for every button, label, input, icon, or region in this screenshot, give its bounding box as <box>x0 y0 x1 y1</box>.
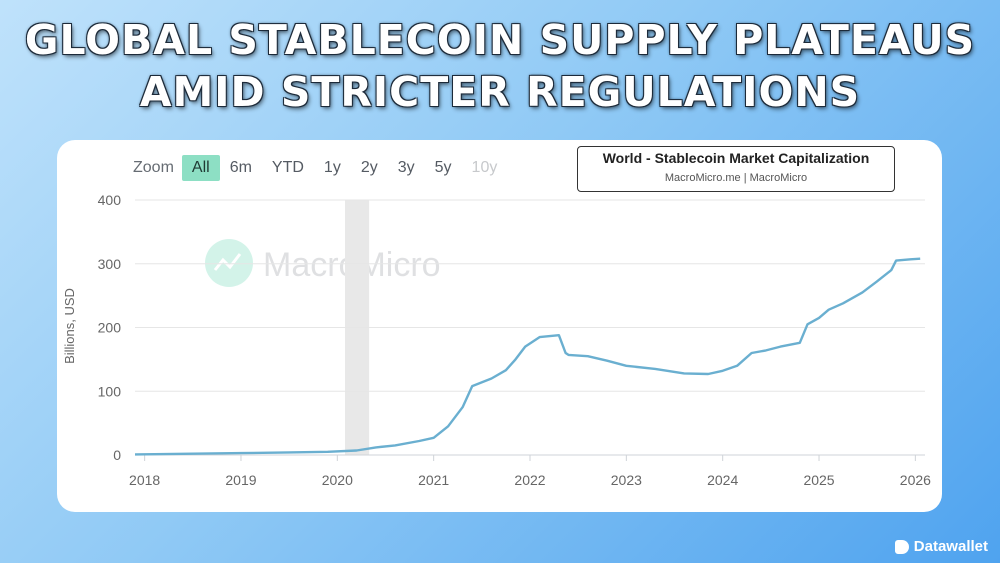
zoom-button-6m[interactable]: 6m <box>229 159 252 176</box>
zoom-button-1y[interactable]: 1y <box>323 159 341 176</box>
watermark-logo-icon <box>205 239 253 287</box>
x-tick-label: 2021 <box>418 472 449 488</box>
series-line-0 <box>134 257 921 456</box>
y-axis-label: Billions, USD <box>62 288 77 364</box>
chart-title-box: World - Stablecoin Market Capitalization… <box>577 146 895 192</box>
y-tick-label: 200 <box>98 320 122 336</box>
chart-title: World - Stablecoin Market Capitalization <box>602 150 870 166</box>
headline-line-1: GLOBAL STABLECOIN SUPPLY PLATEAUS <box>24 16 976 64</box>
zoom-button-10y[interactable]: 10y <box>471 159 498 176</box>
x-tick-label: 2019 <box>225 472 256 488</box>
chart-source: MacroMicro.me | MacroMicro <box>664 172 808 184</box>
zoom-toolbar: Zoom All 6m YTD 1y 2y 3y 5y 10y <box>133 153 507 183</box>
chart-card: Zoom All 6m YTD 1y 2y 3y 5y 10y World - … <box>57 140 942 512</box>
x-tick-label: 2022 <box>514 472 545 488</box>
datawallet-logo-icon <box>894 539 909 554</box>
zoom-button-2y[interactable]: 2y <box>360 159 378 176</box>
x-tick-label: 2026 <box>900 472 931 488</box>
zoom-button-ytd[interactable]: YTD <box>271 159 304 176</box>
watermark: MacroMicro <box>205 239 441 287</box>
brand: Datawallet <box>894 538 988 555</box>
zoom-button-all[interactable]: All <box>181 155 220 181</box>
x-tick-label: 2018 <box>129 472 160 488</box>
headline-line-2: AMID STRICTER REGULATIONS <box>139 68 861 116</box>
y-tick-label: 0 <box>113 447 121 463</box>
line-chart: MacroMicro 0 100 200 300 400 2018 2019 2020 202… <box>62 192 931 488</box>
headline: GLOBAL STABLECOIN SUPPLY PLATEAUS AMID S… <box>0 14 1000 118</box>
x-tick-label: 2020 <box>322 472 353 488</box>
zoom-button-5y[interactable]: 5y <box>434 159 452 176</box>
zoom-button-3y[interactable]: 3y <box>397 159 415 176</box>
y-tick-label: 300 <box>98 256 122 272</box>
y-tick-label: 100 <box>98 383 122 399</box>
x-tick-label: 2023 <box>611 472 642 488</box>
x-tick-label: 2025 <box>803 472 834 488</box>
y-tick-label: 400 <box>98 192 122 208</box>
zoom-label: Zoom <box>133 159 174 176</box>
brand-name: Datawallet <box>913 538 988 555</box>
x-tick-label: 2024 <box>707 472 738 488</box>
